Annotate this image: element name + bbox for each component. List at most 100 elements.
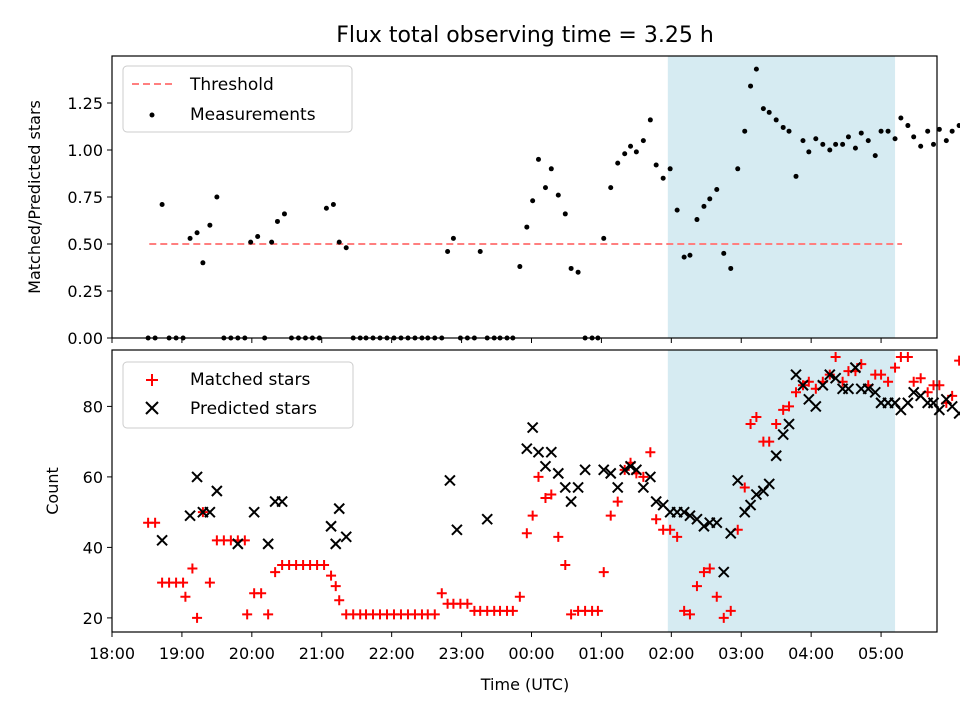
legend-threshold-label: Threshold [189,75,274,95]
measurement-point [707,196,713,202]
predicted-star-point [777,428,789,441]
measurement-point [269,239,275,245]
predicted-star-point [232,538,244,550]
matched-star-point [764,436,775,447]
predicted-star-point [907,386,920,399]
panel-top: 0.00 0.25 0.50 0.75 1.00 1.25 Matched/Predict… [25,55,960,348]
matched-star-point [540,493,551,504]
predicted-star-point [521,442,533,455]
x-tick-label: 02:00 [648,644,694,663]
matched-star-point [718,612,729,623]
x-tick-label: 23:00 [439,644,485,663]
matched-star-point [691,581,702,592]
measurement-point [628,143,634,149]
ylabel-top: Matched/Predicted stars [25,100,44,294]
measurement-point [820,141,826,147]
measurement-point [827,147,833,153]
predicted-star-point [750,488,763,501]
predicted-star-point [842,383,855,395]
measurement-point [336,239,342,245]
measurement-point [840,141,846,147]
predicted-star-point [444,474,456,487]
measurement-point [898,115,904,121]
matched-star-point [326,570,337,581]
measurement-point [845,134,851,140]
measurement-point [207,222,213,228]
matched-star-point [830,352,841,363]
matched-star-point [711,591,722,602]
measurement-point [575,269,581,275]
x-tick-label: 18:00 [89,644,135,663]
matched-star-point [592,605,603,616]
measurement-point [687,252,693,258]
legend-measurements-swatch [149,112,155,118]
matched-star-point [684,609,695,620]
measurement-point [633,149,639,155]
predicted-star-point [732,474,744,487]
matched-star-point [263,609,274,620]
matched-star-point [934,380,945,391]
matched-star-point [270,567,281,578]
predicted-star-point [325,520,337,532]
predicted-star-point [829,372,842,384]
measurement-point [615,160,621,166]
predicted-star-point [624,460,637,473]
measurement-point [562,211,568,217]
matched-star-point [704,563,715,574]
matched-star-point [242,609,253,620]
panel-bottom: 20 40 60 80 18:00 19:00 20:00 21:00 22:00 23:00 0… [43,349,960,694]
legend-bottom: Matched stars Predicted stars [122,361,354,429]
measurement-point [477,249,483,255]
measurement-point [524,224,530,230]
matched-star-point [256,588,267,599]
matched-star-point [334,595,345,606]
x-tick-label: 04:00 [788,644,834,663]
matched-star-point [429,609,440,620]
predicted-star-point [933,404,946,416]
measurement-point [753,66,759,72]
predicted-star-point [605,467,617,480]
matched-star-point [725,605,736,616]
x-tick-label: 03:00 [718,644,764,663]
predicted-star-point [862,383,874,395]
measurement-point [445,249,451,255]
predicted-star-point [698,520,710,532]
matched-star-point [319,560,330,571]
predicted-star-point [156,534,168,547]
predicted-star-point [650,495,662,508]
predicted-star-point [565,495,577,508]
measurement-point [878,128,884,134]
measurement-point [956,123,960,129]
measurement-point [793,173,799,179]
measurement-point [773,117,779,123]
measurement-point [936,126,942,132]
matched-star-point [638,471,649,482]
predicted-star-point [718,566,730,578]
matched-star-point [527,510,538,521]
measurement-point [548,166,554,172]
predicted-star-point [184,509,196,522]
measurement-point [701,203,707,209]
measurement-point [813,136,819,142]
measurement-point [622,151,628,157]
matched-star-point [566,609,577,620]
measurement-point [911,134,917,140]
y-axis-top: 0.00 0.25 0.50 0.75 1.00 1.25 [67,94,112,348]
x-tick-label: 01:00 [578,644,624,663]
predicted-star-point [711,517,723,529]
predicted-stars-series [156,361,960,578]
measurement-point [786,128,792,134]
predicted-star-point [678,506,690,518]
measurement-point [281,211,287,217]
matched-star-point [560,560,571,571]
legend-predicted-label: Predicted stars [190,399,317,419]
matched-star-point [778,404,789,415]
measurement-point [872,153,878,159]
x-axis-bottom: 18:00 19:00 20:00 21:00 22:00 23:00 00:00 01:00… [89,632,904,663]
matched-star-point [553,531,564,542]
y-tick-label-bottom: 40 [83,538,103,557]
x-tick-label: 05:00 [858,644,904,663]
predicted-star-point [526,421,539,434]
predicted-star-point [579,464,591,476]
predicted-star-point [333,502,345,515]
